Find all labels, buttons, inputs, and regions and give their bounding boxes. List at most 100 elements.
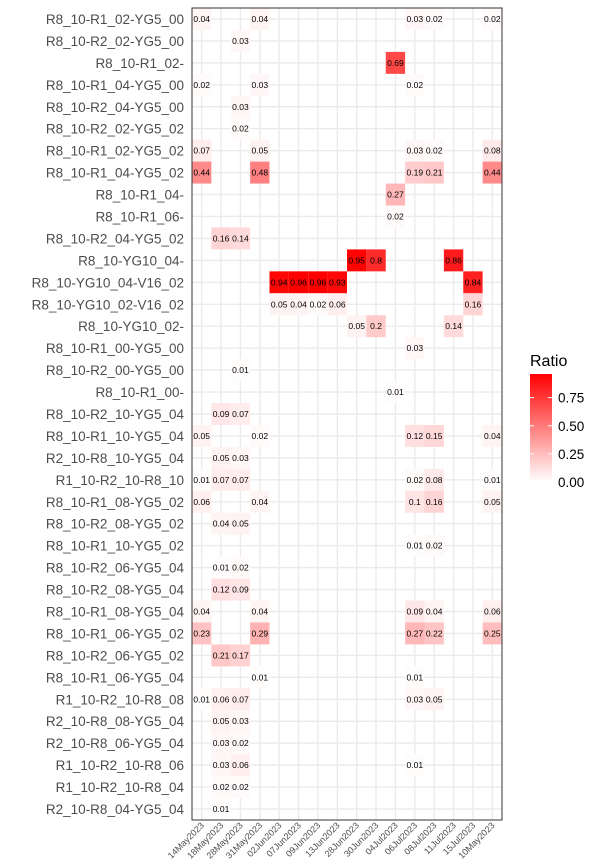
y-tick-label: R2_10-R8_08-YG5_04 [46, 714, 185, 729]
cell-value-label: 0.21 [213, 650, 230, 660]
cell-value-label: 0.02 [387, 211, 404, 221]
cell-value-label: 0.09 [407, 607, 424, 617]
cell-value-label: 0.05 [484, 497, 501, 507]
heatmap-cell [405, 8, 425, 30]
heatmap-cell [424, 468, 444, 491]
cell-value-label: 0.04 [252, 497, 269, 507]
heatmap-cell [405, 161, 425, 184]
cell-value-label: 0.23 [193, 628, 210, 638]
heatmap-cell [424, 600, 444, 623]
heatmap-cell [443, 249, 464, 272]
cell-value-label: 0.02 [426, 14, 443, 24]
heatmap-cell [424, 8, 444, 30]
y-tick-label: R8_10-R1_00- [95, 385, 184, 400]
cell-value-label: 0.27 [387, 190, 404, 200]
heatmap-cell [405, 754, 425, 777]
cell-value-label: 0.16 [426, 497, 443, 507]
cell-value-label: 0.09 [213, 409, 230, 419]
cell-value-label: 0.02 [252, 431, 269, 441]
y-tick-label: R8_10-R1_04- [95, 188, 184, 203]
y-tick-label: R8_10-R2_08-YG5_04 [46, 583, 185, 598]
heatmap-cell [482, 468, 502, 491]
cell-value-label: 0.04 [484, 431, 501, 441]
heatmap-cell [482, 139, 502, 162]
heatmap-cell [250, 161, 270, 184]
heatmap-cell [443, 315, 464, 338]
cell-value-label: 0.02 [213, 782, 230, 792]
cell-value-label: 0.02 [407, 475, 424, 485]
heatmap-cell [230, 468, 251, 491]
heatmap-cell [211, 578, 231, 601]
cell-value-label: 0.02 [426, 541, 443, 551]
y-tick-label: R8_10-R1_10-YG5_02 [46, 539, 184, 554]
heatmap-cell [230, 556, 251, 579]
heatmap-cell [211, 732, 231, 755]
heatmap-cell [211, 644, 231, 667]
heatmap-cell [405, 622, 425, 645]
cell-value-label: 0.27 [407, 628, 424, 638]
heatmap-cell [192, 468, 212, 491]
heatmap-cell [192, 139, 212, 162]
cell-value-label: 0.07 [213, 475, 230, 485]
heatmap-cell [230, 578, 251, 601]
heatmap-cell [230, 754, 251, 777]
cell-value-labels: 0.04 0.04 0.03 0.02 0.020.030.690.02 0.03 0.02… [193, 14, 500, 814]
heatmap-cell [250, 490, 270, 513]
cell-value-label: 0.05 [232, 519, 249, 529]
heatmap-cell [250, 139, 270, 162]
y-tick-label: R8_10-R2_08-YG5_02 [46, 517, 184, 532]
y-tick-label: R8_10-R1_02-YG5_00 [46, 12, 184, 27]
cell-value-label: 0.01 [193, 475, 210, 485]
y-tick-label: R8_10-R1_00-YG5_00 [46, 341, 184, 356]
heatmap-cell [366, 249, 386, 272]
heatmap-cell [211, 512, 231, 535]
cell-value-label: 0.01 [232, 365, 249, 375]
y-tick-label: R2_10-R8_04-YG5_04 [46, 802, 185, 817]
heatmap-cell [230, 644, 251, 667]
y-tick-label: R8_10-R2_04-YG5_00 [46, 100, 184, 115]
heatmap-cell [230, 29, 251, 52]
heatmap-cell [482, 490, 502, 513]
cell-value-label: 0.04 [290, 299, 307, 309]
heatmap-cell [192, 622, 212, 645]
cell-value-label: 0.22 [426, 628, 443, 638]
heatmap-cell [366, 315, 386, 338]
heatmap-cell [424, 688, 444, 711]
cell-value-label: 0.21 [426, 168, 443, 178]
y-tick-label: R1_10-R2_10-R8_10 [56, 473, 184, 488]
cell-value-label: 0.44 [193, 168, 210, 178]
heatmap-cell [211, 688, 231, 711]
cell-value-label: 0.04 [426, 607, 443, 617]
heatmap-cell [405, 534, 425, 557]
heatmap-cell [482, 622, 502, 645]
cell-value-label: 0.01 [213, 563, 230, 573]
heatmap-cell [347, 249, 367, 272]
cell-value-label: 0.05 [213, 453, 230, 463]
heatmap-cell [405, 139, 425, 162]
heatmap-cell [308, 271, 328, 294]
heatmap-cell [308, 293, 328, 316]
cell-value-label: 0.2 [370, 321, 382, 331]
cell-value-label: 0.06 [329, 299, 346, 309]
heatmap-cell [288, 293, 309, 316]
y-tick-label: R1_10-R2_10-R8_04 [56, 780, 185, 795]
cell-value-label: 0.02 [232, 738, 249, 748]
cell-value-label: 0.02 [232, 782, 249, 792]
cell-value-label: 0.01 [252, 672, 269, 682]
heatmap-cell [230, 512, 251, 535]
cell-value-label: 0.03 [252, 80, 269, 90]
y-tick-label: R8_10-R2_06-YG5_02 [46, 648, 184, 663]
cell-value-label: 0.95 [348, 255, 365, 265]
heatmap-cell [482, 8, 502, 30]
heatmap-cell [230, 446, 251, 469]
cell-value-label: 0.16 [465, 299, 482, 309]
cell-value-label: 0.01 [407, 760, 424, 770]
cell-value-label: 0.04 [252, 14, 269, 24]
cell-value-label: 0.03 [407, 343, 424, 353]
heatmap-cell [463, 293, 483, 316]
cell-value-label: 0.12 [213, 585, 230, 595]
y-tick-label: R1_10-R2_10-R8_06 [56, 758, 184, 773]
heatmap-cell [211, 754, 231, 777]
heatmap-cell [211, 403, 231, 425]
heatmap-cell [192, 8, 212, 30]
